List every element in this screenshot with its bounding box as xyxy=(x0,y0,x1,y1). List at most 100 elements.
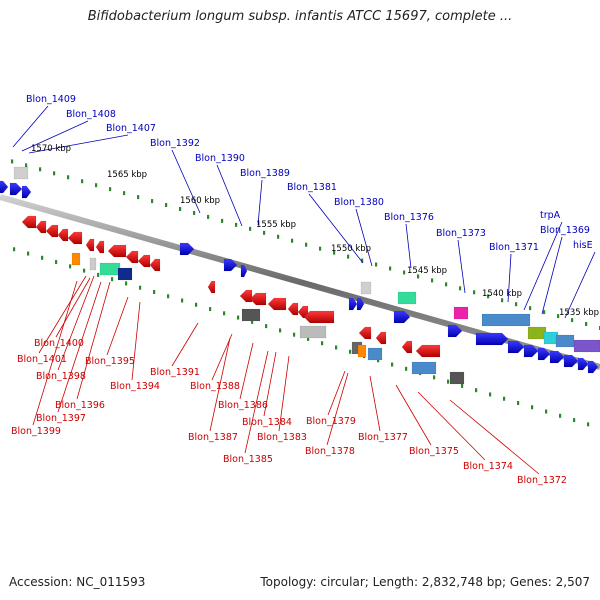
reverse-gene-arrow[interactable] xyxy=(21,215,37,229)
reverse-gene-arrow[interactable] xyxy=(287,302,299,316)
forward-gene-label[interactable]: Blon_1390 xyxy=(195,153,245,164)
gene-block[interactable] xyxy=(555,334,575,348)
forward-gene-arrow[interactable] xyxy=(223,258,238,272)
reverse-gene-label[interactable]: Blon_1385 xyxy=(223,454,273,465)
gene-block[interactable] xyxy=(99,262,121,276)
forward-gene-label[interactable]: trpA xyxy=(540,210,561,221)
reverse-gene-label[interactable]: Blon_1396 xyxy=(55,400,105,411)
forward-gene-arrow[interactable] xyxy=(356,297,365,311)
reverse-gene-arrow[interactable] xyxy=(35,220,47,234)
reverse-gene-arrow[interactable] xyxy=(375,331,387,345)
forward-gene-arrow[interactable] xyxy=(179,242,195,256)
reverse-gene-label[interactable]: Blon_1395 xyxy=(85,356,135,367)
forward-gene-arrow[interactable] xyxy=(537,347,551,361)
gene-block[interactable] xyxy=(357,344,367,358)
reverse-gene-arrow[interactable] xyxy=(267,297,287,311)
gene-features[interactable] xyxy=(0,166,600,385)
gene-block[interactable] xyxy=(367,347,383,361)
gene-block[interactable] xyxy=(453,306,469,320)
gene-block[interactable] xyxy=(360,281,372,295)
reverse-gene-arrow[interactable] xyxy=(249,292,267,306)
forward-gene-arrow[interactable] xyxy=(549,350,565,364)
forward-gene-arrow[interactable] xyxy=(577,357,589,371)
reverse-gene-arrow[interactable] xyxy=(137,254,151,268)
forward-gene-label[interactable]: hisE xyxy=(573,240,593,251)
gene-block[interactable] xyxy=(13,166,29,180)
forward-gene-label[interactable]: Blon_1380 xyxy=(334,197,384,208)
reverse-gene-label[interactable]: Blon_1377 xyxy=(358,432,408,443)
forward-gene-arrow[interactable] xyxy=(587,360,599,374)
forward-gene-arrow[interactable] xyxy=(348,297,358,311)
forward-gene-arrow[interactable] xyxy=(393,310,411,324)
gene-block[interactable] xyxy=(89,257,97,271)
forward-gene-label[interactable]: Blon_1369 xyxy=(540,225,590,236)
gene-block[interactable] xyxy=(573,339,600,353)
gene-block[interactable] xyxy=(449,371,465,385)
gene-block[interactable] xyxy=(117,267,133,281)
reverse-gene-label[interactable]: Blon_1388 xyxy=(190,381,240,392)
scale-tick xyxy=(53,171,56,176)
reverse-gene-label[interactable]: Blon_1398 xyxy=(36,371,86,382)
reverse-gene-label[interactable]: Blon_1387 xyxy=(188,432,238,443)
forward-gene-arrow[interactable] xyxy=(507,340,525,354)
forward-gene-arrow[interactable] xyxy=(9,182,23,196)
reverse-gene-label[interactable]: Blon_1399 xyxy=(11,426,61,437)
reverse-gene-label[interactable]: Blon_1379 xyxy=(306,416,356,427)
reverse-gene-label[interactable]: Blon_1397 xyxy=(36,413,86,424)
reverse-gene-arrow[interactable] xyxy=(239,289,253,303)
forward-gene-label[interactable]: Blon_1371 xyxy=(489,242,539,253)
gene-block[interactable] xyxy=(481,313,531,327)
reverse-gene-arrow[interactable] xyxy=(107,244,127,258)
reverse-gene-label[interactable]: Blon_1378 xyxy=(305,446,355,457)
scale-tick xyxy=(235,222,238,227)
forward-gene-label[interactable]: Blon_1408 xyxy=(66,109,116,120)
forward-gene-label[interactable]: Blon_1389 xyxy=(240,168,290,179)
reverse-gene-arrow[interactable] xyxy=(415,344,441,358)
reverse-gene-label[interactable]: Blon_1394 xyxy=(110,381,160,392)
forward-gene-arrow[interactable] xyxy=(475,332,509,346)
forward-gene-label[interactable]: Blon_1407 xyxy=(106,123,156,134)
reverse-gene-arrow[interactable] xyxy=(358,326,372,340)
reverse-gene-label[interactable]: Blon_1372 xyxy=(517,475,567,486)
forward-gene-arrow[interactable] xyxy=(240,264,248,278)
reverse-gene-arrow[interactable] xyxy=(57,228,69,242)
reverse-gene-arrow[interactable] xyxy=(401,340,413,354)
gene-block[interactable] xyxy=(411,361,437,375)
forward-gene-label[interactable]: Blon_1409 xyxy=(26,94,76,105)
gene-block[interactable] xyxy=(241,308,261,322)
reverse-gene-arrow[interactable] xyxy=(207,280,216,294)
reverse-gene-label[interactable]: Blon_1386 xyxy=(218,400,268,411)
reverse-gene-label[interactable]: Blon_1384 xyxy=(242,417,292,428)
gene-block[interactable] xyxy=(299,325,327,339)
reverse-gene-label[interactable]: Blon_1374 xyxy=(463,461,513,472)
reverse-gene-label[interactable]: Blon_1375 xyxy=(409,446,459,457)
gene-block[interactable] xyxy=(527,326,547,340)
reverse-gene-arrow[interactable] xyxy=(85,238,95,252)
reverse-gene-arrow[interactable] xyxy=(95,240,105,254)
forward-gene-arrow[interactable] xyxy=(447,324,463,338)
reverse-gene-label[interactable]: Blon_1383 xyxy=(257,432,307,443)
scale-tick xyxy=(11,159,14,164)
reverse-gene-label[interactable]: Blon_1401 xyxy=(17,354,67,365)
forward-gene-label[interactable]: Blon_1376 xyxy=(384,212,434,223)
reverse-gene-label[interactable]: Blon_1400 xyxy=(34,338,84,349)
forward-gene-label[interactable]: Blon_1392 xyxy=(150,138,200,149)
reverse-gene-arrow[interactable] xyxy=(303,310,335,324)
reverse-gene-arrow[interactable] xyxy=(67,231,83,245)
reverse-gene-label[interactable]: Blon_1391 xyxy=(150,367,200,378)
scale-tick xyxy=(95,183,98,188)
forward-gene-arrow[interactable] xyxy=(523,344,539,358)
gene-block[interactable] xyxy=(397,291,417,305)
forward-gene-label[interactable]: Blon_1373 xyxy=(436,228,486,239)
reverse-gene-arrow[interactable] xyxy=(125,250,139,264)
reverse-gene-arrow[interactable] xyxy=(149,258,161,272)
gene-block[interactable] xyxy=(71,252,81,266)
forward-gene-label[interactable]: Blon_1381 xyxy=(287,182,337,193)
forward-gene-arrow[interactable] xyxy=(0,180,9,194)
gene-labels[interactable]: Blon_1409 Blon_1408 Blon_1407 Blon_1392 Blon… xyxy=(11,94,593,486)
forward-gene-arrow[interactable] xyxy=(563,354,579,368)
reverse-gene-arrow[interactable] xyxy=(45,224,59,238)
forward-gene-arrow[interactable] xyxy=(21,185,32,199)
scale-tick xyxy=(543,310,546,315)
